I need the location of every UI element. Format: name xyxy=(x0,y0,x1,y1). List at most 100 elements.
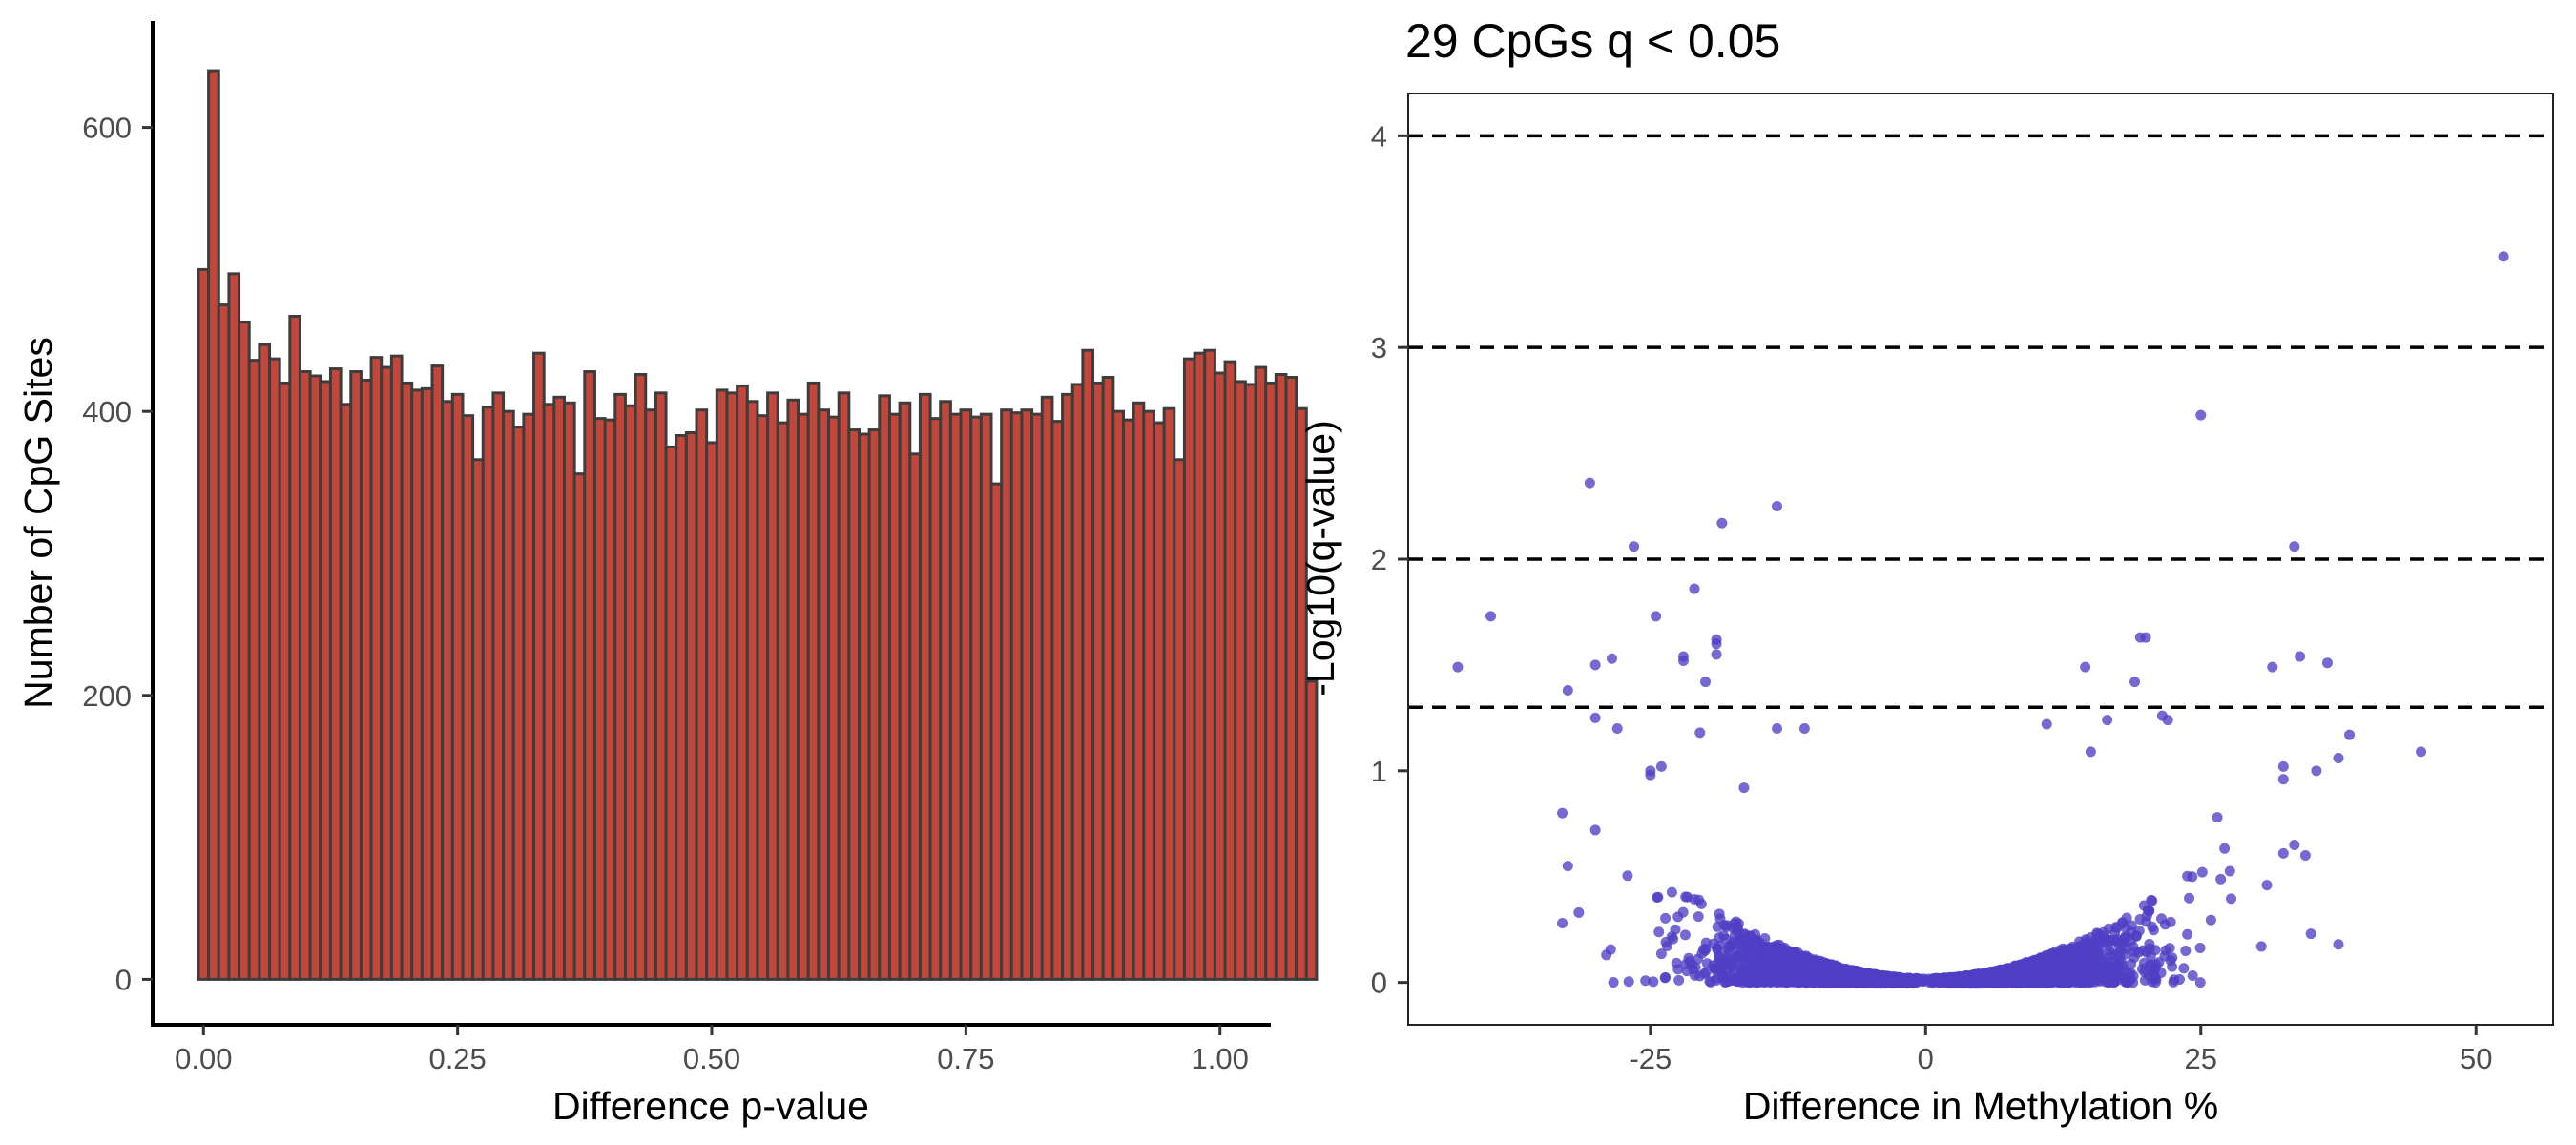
scatter-point xyxy=(2037,958,2048,969)
scatter-point xyxy=(1722,944,1734,955)
scatter-point xyxy=(1629,541,1640,552)
histogram-bar xyxy=(867,428,882,981)
volcano-x-tick-label: 25 xyxy=(2185,1042,2217,1075)
scatter-point xyxy=(2156,913,2168,925)
histogram-bar xyxy=(979,412,993,981)
histogram-bar xyxy=(1132,401,1146,981)
histogram-bar xyxy=(715,388,729,981)
scatter-point xyxy=(2224,865,2235,877)
histogram-bar xyxy=(420,386,434,981)
scatter-point xyxy=(1679,929,1691,941)
scatter-point xyxy=(2144,938,2155,949)
scatter-point xyxy=(1694,727,1706,739)
histogram-bar xyxy=(1223,360,1237,981)
scatter-point xyxy=(2096,955,2108,967)
scatter-point xyxy=(2194,977,2206,989)
histogram-bar xyxy=(948,412,963,981)
scatter-point xyxy=(1589,659,1601,671)
scatter-point xyxy=(1557,807,1568,819)
histogram-bar xyxy=(583,370,596,981)
scatter-point xyxy=(1956,975,1967,987)
scatter-point xyxy=(1693,911,1704,923)
scatter-point xyxy=(1779,951,1791,963)
histogram-bar xyxy=(1162,406,1176,981)
scatter-point xyxy=(1655,948,1667,960)
histogram-bar xyxy=(563,401,576,981)
histogram-bar xyxy=(1050,420,1065,981)
scatter-point xyxy=(2138,957,2150,968)
histogram-bar xyxy=(1274,373,1288,981)
scatter-point xyxy=(2074,936,2086,947)
scatter-point xyxy=(1911,976,1922,988)
histogram-bar xyxy=(502,409,515,981)
scatter-point xyxy=(1611,722,1623,734)
scatter-point xyxy=(2173,974,2185,986)
histogram-x-axis-title: Difference p-value xyxy=(552,1084,869,1128)
scatter-point xyxy=(2142,905,2153,916)
scatter-point xyxy=(1969,969,1981,981)
scatter-point xyxy=(2126,958,2137,969)
scatter-point xyxy=(1798,722,1810,734)
histogram-bar xyxy=(847,428,861,981)
scatter-point xyxy=(2215,873,2227,885)
histogram-bar xyxy=(837,391,851,981)
histogram-bar xyxy=(766,391,779,981)
scatter-point xyxy=(1700,677,1712,688)
scatter-point xyxy=(2219,843,2231,854)
scatter-point xyxy=(1709,962,1720,973)
scatter-point xyxy=(1648,976,1659,988)
scatter-point xyxy=(1673,974,1685,986)
histogram-bar xyxy=(400,381,414,981)
scatter-point xyxy=(2054,951,2066,963)
scatter-point xyxy=(1732,975,1743,987)
scatter-point xyxy=(2255,941,2267,952)
scatter-point xyxy=(2117,917,2129,928)
histogram-bar xyxy=(1061,392,1074,981)
histogram-bar xyxy=(603,418,617,981)
scatter-point xyxy=(2041,718,2052,730)
scatter-point xyxy=(2498,251,2509,262)
scatter-point xyxy=(2196,866,2208,878)
scatter-point xyxy=(2165,916,2176,927)
scatter-point xyxy=(2129,677,2141,688)
scatter-point xyxy=(1693,953,1704,965)
histogram-bar xyxy=(1101,375,1115,981)
histogram-bar xyxy=(817,408,831,981)
scatter-point xyxy=(2123,977,2134,989)
volcano-y-tick-label: 4 xyxy=(1371,119,1387,153)
histogram-bar xyxy=(197,267,211,981)
scatter-point xyxy=(2162,715,2173,726)
histogram-bar xyxy=(776,421,790,981)
histogram-bar xyxy=(532,351,546,981)
histogram-bar xyxy=(786,398,800,981)
histogram-bar xyxy=(887,412,902,981)
scatter-point xyxy=(2119,932,2130,944)
volcano-threshold-lines xyxy=(1408,134,2553,710)
histogram-bar xyxy=(797,412,810,981)
histogram-bar xyxy=(522,412,536,981)
scatter-point xyxy=(1652,891,1663,903)
histogram-bar xyxy=(268,357,281,981)
scatter-point xyxy=(1589,824,1601,836)
histogram-bar xyxy=(238,320,251,981)
histogram-bar xyxy=(217,303,231,981)
scatter-point xyxy=(2180,945,2192,956)
histogram-bar xyxy=(298,370,312,981)
scatter-point xyxy=(2147,895,2158,906)
scatter-point xyxy=(2178,963,2190,974)
histogram-bar xyxy=(1264,381,1278,981)
histogram-bar xyxy=(969,415,983,981)
scatter-point xyxy=(1689,969,1700,981)
scatter-point xyxy=(1651,611,1662,622)
scatter-point xyxy=(1689,583,1700,594)
scatter-point xyxy=(2277,760,2289,772)
histogram-bar xyxy=(1173,458,1186,981)
histogram-bar xyxy=(450,392,465,981)
histogram-y-ticks: 0 200 400 600 xyxy=(82,112,153,996)
scatter-point xyxy=(1714,932,1725,944)
scatter-point xyxy=(2277,847,2289,859)
scatter-point xyxy=(2141,916,2152,927)
scatter-point xyxy=(1712,921,1723,932)
histogram-bar xyxy=(227,272,241,981)
histogram-bar xyxy=(1213,371,1227,981)
